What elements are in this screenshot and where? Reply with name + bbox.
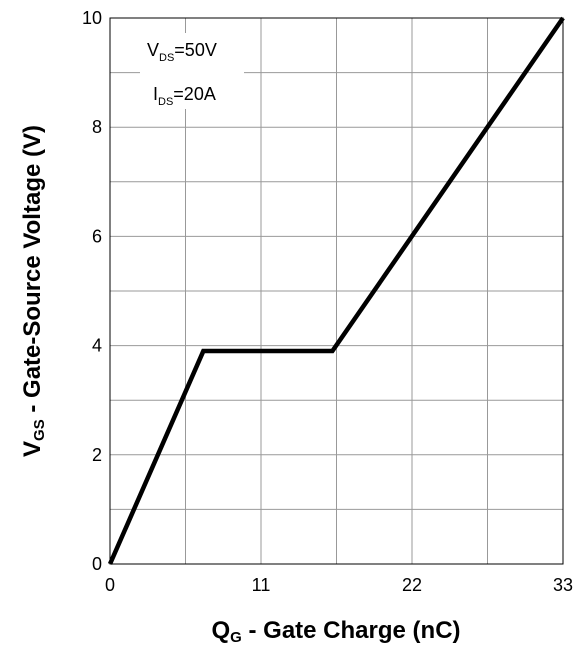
annotation-ids-sub: DS (158, 96, 173, 108)
plot-frame (109, 17, 564, 565)
y-tick-label: 10 (82, 8, 102, 28)
annotation-ids-rest: =20A (173, 84, 216, 104)
annotation-box: VDS=50V IDS=20A (140, 33, 244, 109)
series-line (107, 16, 565, 565)
annotation-vds-rest: =50V (174, 40, 217, 60)
x-axis-title-sub: G (230, 629, 242, 646)
annotation-vds-main: V (147, 40, 159, 60)
y-tick-label: 6 (92, 226, 102, 246)
annotation-vds: VDS=50V (147, 40, 217, 64)
annotation-vds-sub: DS (159, 52, 174, 64)
y-axis-title-main: V (19, 441, 46, 457)
annotation-ids-main: I (153, 84, 158, 104)
x-tick-label: 0 (105, 575, 115, 595)
annotation-ids: IDS=20A (153, 84, 216, 108)
x-tick-label: 22 (402, 575, 422, 595)
y-axis-title-sub: GS (31, 419, 48, 441)
x-tick-label: 11 (252, 575, 271, 595)
x-axis-title: QG - Gate Charge (nC) (211, 617, 460, 646)
tick-labels: 0 11 22 33 0 2 4 6 8 10 (82, 8, 573, 595)
x-tick-label: 33 (553, 575, 573, 595)
y-tick-label: 2 (92, 445, 102, 465)
y-tick-label: 8 (92, 117, 102, 137)
annotation-background (140, 33, 244, 109)
y-tick-label: 4 (92, 336, 102, 356)
y-axis-title: VGS - Gate-Source Voltage (V) (19, 125, 48, 457)
y-tick-label: 0 (92, 554, 102, 574)
x-axis-title-main: Q (211, 617, 230, 644)
y-axis-title-rest: - Gate-Source Voltage (V) (19, 125, 46, 419)
x-axis-title-rest: - Gate Charge (nC) (242, 617, 461, 644)
